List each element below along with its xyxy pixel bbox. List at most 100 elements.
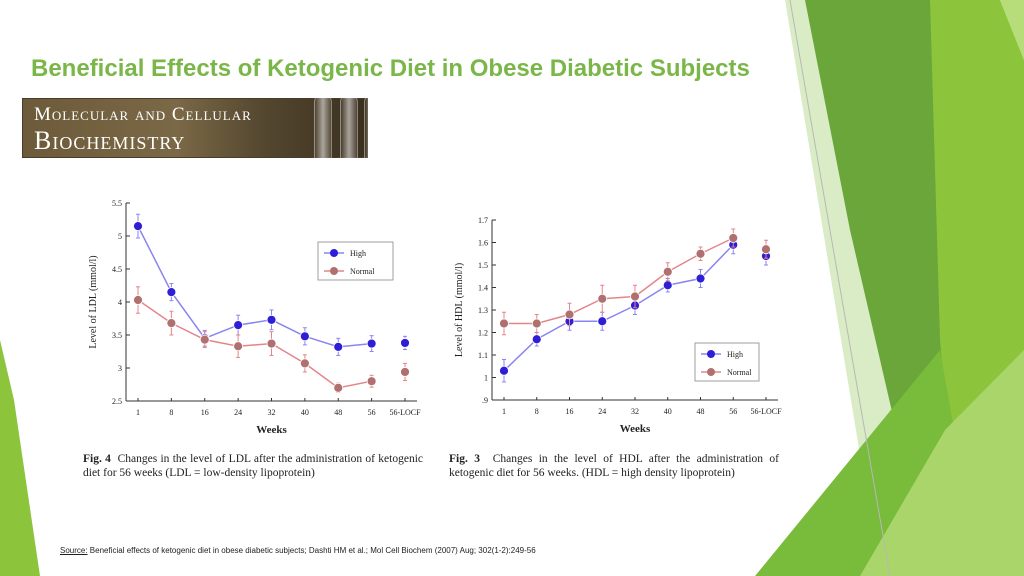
ldl-legend-label: High [350,249,366,258]
deco-shape-left [0,340,40,576]
hdl-legend-label: Normal [727,368,752,377]
test-tube-decoration [340,98,358,158]
hdl-point-normal [597,293,608,304]
hdl-x-tick-label: 56-LOCF [750,407,782,416]
hdl-y-tick-label: 1.2 [478,329,488,338]
hdl-x-tick-label: 32 [631,407,639,416]
ldl-series-line-high [137,225,372,348]
ldl-legend-box [317,241,394,281]
source-text: Beneficial effects of ketogenic diet in … [87,546,536,555]
hdl-series-line-normal [504,237,734,325]
ldl-y-tick-label: 4 [118,298,122,307]
ldl-point-normal [166,318,177,329]
deco-shape-corner [1000,0,1024,60]
source-label: Source: [60,546,88,555]
ldl-point-high [333,341,344,352]
journal-logo-line1: Molecular and Cellular [34,104,252,125]
ldl-y-tick-label: 3 [118,364,122,373]
ldl-legend-swatch-dot [330,267,338,275]
ldl-x-tick-label: 16 [201,408,209,417]
ldl-legend-swatch-dot [330,249,338,257]
ldl-caption: Fig. 4 Changes in the level of LDL after… [83,452,423,480]
hdl-y-tick-label: .9 [482,396,488,405]
ldl-y-tick-label: 4.5 [112,265,122,274]
hdl-y-tick-label: 1.5 [478,261,488,270]
hdl-point-normal [531,318,542,329]
hdl-x-tick-label: 48 [697,407,705,416]
hdl-point-normal [695,248,706,259]
ldl-y-axis-label: Level of LDL (mmol/l) [88,255,99,348]
ldl-point-high [166,287,177,297]
ldl-x-tick-label: 32 [268,408,276,417]
ldl-point-high [299,331,310,342]
hdl-y-tick-label: 1.4 [478,284,488,293]
hdl-x-tick-label: 8 [535,407,539,416]
hdl-point-normal [564,309,575,320]
journal-logo-line2: Biochemistry [34,126,186,155]
ldl-point-normal [266,338,277,349]
slide-title: Beneficial Effects of Ketogenic Diet in … [31,55,750,82]
ldl-figure-label: Fig. 4 [83,453,111,465]
hdl-y-tick-label: 1 [484,374,488,383]
ldl-x-tick-label: 1 [136,408,140,417]
ldl-series-line-normal [137,299,372,389]
ldl-x-tick-label: 56-LOCF [389,408,421,417]
hdl-point-high [597,316,608,327]
ldl-point-high [400,338,410,348]
hdl-y-axis-label: Level of HDL (mmol/l) [454,263,465,357]
deco-line [789,0,891,576]
ldl-legend-label: Normal [350,267,375,276]
ldl-point-normal [333,382,344,393]
hdl-x-tick-label: 24 [598,407,606,416]
hdl-x-tick-label: 16 [566,407,574,416]
hdl-caption-text: Changes in the level of HDL after the ad… [449,453,779,479]
hdl-y-tick-label: 1.7 [478,216,488,225]
hdl-legend-swatch-dot [707,368,715,376]
ldl-point-high [366,338,377,349]
ldl-y-tick-label: 3.5 [112,331,122,340]
hdl-y-tick-label: 1.1 [478,351,488,360]
ldl-x-tick-label: 40 [301,408,309,417]
ldl-point-high [233,320,244,331]
journal-logo: Molecular and Cellular Biochemistry [22,98,368,158]
ldl-point-normal [199,334,210,345]
ldl-x-tick-label: 8 [169,408,173,417]
ldl-x-axis-label: Weeks [256,424,287,436]
ldl-point-normal [233,341,244,352]
ldl-x-tick-label: 56 [368,408,376,417]
hdl-point-high [499,365,509,376]
hdl-point-normal [662,266,673,277]
hdl-legend-box [694,342,760,382]
ldl-y-tick-label: 5.5 [112,199,122,208]
hdl-chart: .9 1 1.1 1.2 1.3 1.4 1.5 1.6 1.7 1 8 16 24 32 40 48 56 56… [454,216,782,435]
ldl-point-normal [400,367,410,377]
ldl-x-tick-label: 24 [234,408,242,417]
hdl-x-axis-label: Weeks [620,423,651,435]
hdl-caption: Fig. 3 Changes in the level of HDL after… [449,452,779,480]
source-citation: Source: Beneficial effects of ketogenic … [60,546,536,555]
hdl-x-tick-label: 40 [664,407,672,416]
hdl-legend-swatch-dot [707,350,715,358]
ldl-point-normal [366,376,377,387]
ldl-chart: 2.5 3 3.5 4 4.5 5 5.5 1 8 16 24 32 40 48 56 56-LOCF Week… [88,199,421,436]
deco-shape-bottom-right [860,350,1024,576]
hdl-figure-label: Fig. 3 [449,453,480,465]
test-tube-decoration [314,98,332,158]
ldl-point-normal [299,358,310,369]
hdl-series-line-high [503,244,734,372]
hdl-point-normal [499,318,509,329]
ldl-y-tick-label: 2.5 [112,397,122,406]
test-tube-decoration [364,98,368,158]
ldl-x-tick-label: 48 [334,408,342,417]
hdl-x-tick-label: 1 [502,407,506,416]
ldl-point-high [133,221,143,231]
hdl-y-tick-label: 1.3 [478,306,488,315]
hdl-y-tick-label: 1.6 [478,239,488,248]
ldl-caption-text: Changes in the level of LDL after the ad… [83,453,423,479]
ldl-point-high [266,314,277,325]
hdl-point-normal [761,244,771,255]
hdl-legend-label: High [727,350,743,359]
hdl-x-tick-label: 56 [729,407,737,416]
ldl-point-normal [133,295,143,305]
